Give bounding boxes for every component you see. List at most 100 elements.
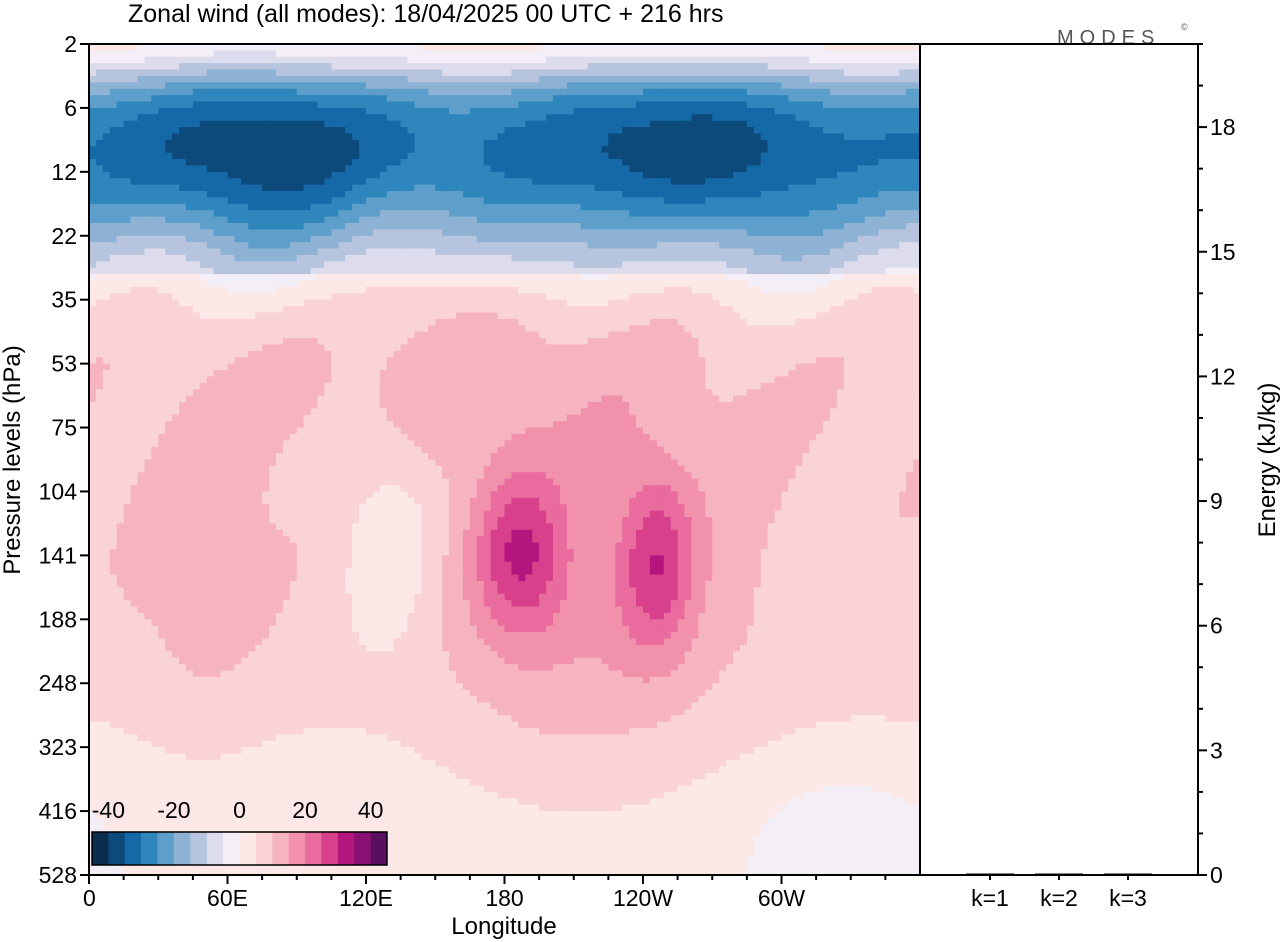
field-cell — [483, 133, 492, 141]
field-cell — [109, 146, 118, 154]
field-cell — [622, 127, 630, 134]
field-cell — [552, 146, 561, 154]
field-cell — [179, 210, 187, 217]
field-cell — [220, 88, 228, 96]
field-cell — [151, 44, 159, 51]
field-cell — [539, 44, 547, 51]
field-cell — [490, 171, 498, 179]
field-cell — [566, 69, 575, 77]
field-cell — [109, 165, 118, 173]
field-cell — [795, 299, 803, 307]
field-cell — [684, 82, 692, 90]
field-cell — [414, 299, 422, 307]
field-cell — [726, 293, 734, 301]
field-cell — [677, 82, 685, 90]
field-cell — [836, 75, 845, 83]
field-cell — [594, 127, 602, 134]
field-cell — [636, 44, 644, 51]
field-cell — [781, 286, 789, 294]
field-cell — [566, 178, 575, 186]
field-cell — [379, 146, 388, 154]
field-cell — [878, 171, 886, 179]
field-cell — [677, 146, 685, 154]
field-cell — [241, 146, 249, 154]
field-cell — [684, 101, 692, 109]
field-cell — [670, 254, 679, 262]
field-cell — [719, 114, 727, 122]
field-cell — [352, 306, 360, 313]
field-cell — [656, 69, 665, 77]
field-cell — [795, 210, 803, 217]
field-cell — [580, 75, 588, 83]
field-cell — [400, 203, 408, 211]
field-cell — [656, 197, 665, 205]
field-cell — [906, 101, 914, 109]
field-cell — [726, 127, 734, 134]
field-cell — [462, 63, 471, 70]
field-cell — [102, 88, 111, 96]
field-cell — [816, 293, 824, 301]
field-cell — [649, 280, 658, 288]
field-cell — [677, 248, 685, 256]
field-cell — [151, 56, 159, 64]
field-cell — [712, 63, 720, 70]
field-cell — [823, 286, 831, 294]
field-cell — [116, 248, 125, 256]
field-cell — [234, 139, 242, 147]
field-cell — [116, 146, 125, 154]
field-cell — [649, 299, 658, 307]
field-cell — [275, 114, 284, 122]
field-cell — [511, 286, 519, 294]
field-cell — [892, 229, 900, 237]
field-cell — [95, 95, 104, 102]
field-cell — [497, 120, 505, 128]
field-cell — [359, 216, 367, 224]
field-cell — [165, 127, 173, 134]
field-cell — [338, 146, 346, 154]
field-cell — [435, 171, 443, 179]
field-cell — [255, 293, 263, 301]
field-cell — [213, 280, 221, 288]
field-cell — [539, 114, 547, 122]
field-cell — [636, 235, 644, 243]
field-cell — [165, 101, 173, 109]
field-cell — [151, 280, 159, 288]
field-cell — [442, 235, 450, 243]
field-cell — [656, 267, 665, 275]
field-cell — [497, 197, 505, 205]
field-cell — [518, 197, 526, 205]
field-cell — [310, 82, 318, 90]
field-cell — [102, 114, 111, 122]
field-cell — [746, 248, 755, 256]
field-cell — [248, 210, 256, 217]
field-cell — [899, 165, 907, 173]
field-cell — [366, 286, 374, 294]
field-cell — [172, 203, 180, 211]
field-cell — [95, 261, 104, 269]
field-cell — [802, 286, 810, 294]
field-cell — [158, 120, 166, 128]
field-cell — [899, 88, 907, 96]
field-cell — [663, 178, 672, 186]
field-cell — [144, 101, 152, 109]
field-cell — [269, 274, 277, 281]
field-cell — [95, 229, 104, 237]
field-cell — [649, 69, 658, 77]
field-cell — [636, 191, 644, 198]
field-cell — [788, 159, 796, 166]
field-cell — [774, 171, 782, 179]
field-cell — [303, 69, 311, 77]
field-cell — [518, 222, 526, 230]
field-cell — [165, 82, 173, 90]
field-cell — [546, 75, 554, 83]
field-cell — [262, 293, 270, 301]
field-cell — [601, 216, 609, 224]
field-cell — [352, 171, 360, 179]
field-cell — [753, 254, 762, 262]
field-cell — [774, 203, 782, 211]
field-cell — [269, 159, 277, 166]
field-cell — [116, 274, 125, 281]
field-cell — [829, 133, 838, 141]
field-cell — [89, 280, 97, 288]
field-cell — [296, 63, 305, 70]
